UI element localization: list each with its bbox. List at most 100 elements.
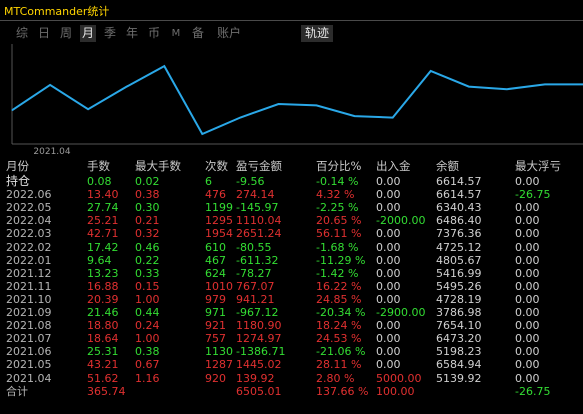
column-header[interactable]: 手数 — [87, 159, 110, 173]
table-row[interactable]: 2021.06 25.31 0.38 1130 -1386.71 -21.06 % 0.00… — [0, 345, 583, 358]
cell-lots: 21.46 — [87, 306, 119, 319]
cell-balance: 6584.94 — [436, 358, 482, 372]
tab-week[interactable]: 周 — [59, 26, 72, 40]
cell-pct: -21.06 % — [316, 345, 366, 359]
table-row[interactable]: 2022.05 27.74 0.30 1199 -145.97 -2.25 % 0.00 63… — [0, 201, 583, 214]
table-row[interactable]: 2021.04 51.62 1.16 920 139.92 2.80 % 5000.00 51… — [0, 372, 583, 385]
cell-count: 1010 — [205, 279, 233, 293]
column-header[interactable]: 月份 — [6, 159, 29, 173]
column-header[interactable]: 最大手数 — [135, 159, 181, 173]
cell-maxLots: 0.44 — [135, 306, 160, 319]
cell-pct: -1.42 % — [316, 266, 359, 280]
cell-balance: 5416.99 — [436, 266, 482, 280]
column-header[interactable]: 盈亏金额 — [236, 159, 282, 173]
cell-maxDD: 0.00 — [515, 175, 540, 188]
table-row[interactable]: 2022.06 13.40 0.38 476 274.14 4.32 % 0.00 6614.… — [0, 188, 583, 201]
cell-flow: 100.00 — [376, 384, 415, 398]
table-row[interactable]: 2021.10 20.39 1.00 979 941.21 24.85 % 0.00 4728… — [0, 293, 583, 306]
cell-month: 2022.04 — [6, 214, 52, 228]
cell-pct: 2.80 % — [316, 371, 355, 385]
cell-month: 2021.07 — [6, 332, 52, 346]
tab-backup[interactable]: 备 — [191, 26, 204, 40]
cell-count: 920 — [205, 371, 226, 385]
tab-currency[interactable]: 币 — [147, 26, 160, 40]
cell-maxDD: 0.00 — [515, 292, 540, 306]
cell-flow: 5000.00 — [376, 371, 422, 385]
cell-maxLots: 0.24 — [135, 319, 160, 333]
cell-month: 2022.02 — [6, 240, 52, 254]
table-row[interactable]: 2022.03 42.71 0.32 1954 2651.24 56.11 % 0.00 73… — [0, 227, 583, 240]
cell-flow: 0.00 — [376, 332, 401, 346]
cell-maxLots: 0.67 — [135, 358, 160, 372]
cell-flow: 0.00 — [376, 175, 401, 188]
equity-point — [239, 117, 241, 118]
table-row[interactable]: 2021.09 21.46 0.44 971 -967.12 -20.34 % -2900.… — [0, 306, 583, 319]
cell-maxDD: 0.00 — [515, 214, 540, 228]
chart-canvas: 2021.04 — [0, 44, 583, 156]
table-row[interactable]: 2022.02 17.42 0.46 610 -80.55 -1.68 % 0.00 4725… — [0, 241, 583, 254]
column-header[interactable]: 余额 — [436, 159, 459, 173]
table-row[interactable]: 2021.08 18.80 0.24 921 1180.90 18.24 % 0.00 765… — [0, 319, 583, 332]
tab-summary[interactable]: 综 — [15, 26, 28, 40]
tab-year[interactable]: 年 — [125, 26, 138, 40]
cell-count: 979 — [205, 292, 226, 306]
equity-point — [506, 88, 508, 90]
table-row[interactable]: 2021.12 13.23 0.33 624 -78.27 -1.42 % 0.00 5416… — [0, 267, 583, 280]
cell-lots: 17.42 — [87, 240, 119, 254]
cell-month: 2021.12 — [6, 266, 52, 280]
column-header[interactable]: 最大浮亏 — [515, 159, 561, 173]
cell-month: 2021.06 — [6, 345, 52, 359]
cell-maxDD: 0.00 — [515, 266, 540, 280]
table-row[interactable]: 2022.04 25.21 0.21 1295 1110.04 20.65 % -2000.… — [0, 214, 583, 227]
cell-lots: 9.64 — [87, 253, 112, 267]
tab-m[interactable]: M — [171, 28, 181, 39]
equity-point — [125, 86, 127, 88]
title-bar: MTCommander统计 — [0, 0, 583, 20]
cell-month: 持仓 — [6, 174, 31, 188]
tab-month[interactable]: 月 — [80, 25, 96, 42]
table-row[interactable]: 2021.11 16.88 0.15 1010 767.07 16.22 % 0.00 549… — [0, 280, 583, 293]
cell-lots: 25.21 — [87, 214, 119, 228]
table-row[interactable]: 2022.01 9.64 0.22 467 -611.32 -11.29 % 0.00 480… — [0, 254, 583, 267]
cell-pct: -20.34 % — [316, 306, 366, 319]
table-row[interactable]: 2021.05 43.21 0.67 1287 1445.02 28.11 % 0.00 65… — [0, 358, 583, 371]
cell-balance: 4728.19 — [436, 292, 482, 306]
column-header[interactable]: 百分比% — [316, 159, 362, 173]
equity-point — [201, 133, 203, 135]
cell-flow: -2000.00 — [376, 214, 426, 228]
cell-balance: 7654.10 — [436, 319, 482, 333]
column-header[interactable]: 出入金 — [376, 159, 411, 173]
cell-flow: 0.00 — [376, 201, 401, 215]
equity-point — [49, 84, 51, 86]
table-row[interactable]: 2021.07 18.64 1.00 757 1274.97 24.53 % 0.00 647… — [0, 332, 583, 345]
window-title: MTCommander统计 — [4, 5, 110, 18]
equity-point — [163, 65, 165, 67]
cell-balance: 6614.57 — [436, 175, 482, 188]
cell-pnl: -1386.71 — [236, 345, 286, 359]
column-header[interactable]: 次数 — [205, 159, 228, 173]
cell-count: 1130 — [205, 345, 233, 359]
title-divider — [0, 20, 583, 21]
cell-pnl: -611.32 — [236, 253, 279, 267]
cell-maxLots: 0.32 — [135, 227, 160, 241]
table-row[interactable]: 持仓 0.08 0.02 6 -9.56 -0.14 % 0.00 6614.57 0.00 — [0, 174, 583, 189]
cell-pnl: -9.56 — [236, 175, 265, 188]
tab-account[interactable]: 账户 — [216, 26, 241, 40]
cell-pnl: 767.07 — [236, 279, 275, 293]
cell-balance: 6486.40 — [436, 214, 482, 228]
cell-pnl: -967.12 — [236, 306, 279, 319]
cell-pct: -1.68 % — [316, 240, 359, 254]
cell-maxLots: 0.02 — [135, 175, 160, 188]
cell-count: 757 — [205, 332, 226, 346]
cell-pnl: 139.92 — [236, 371, 275, 385]
cell-lots: 0.08 — [87, 175, 112, 188]
table-scrollbar[interactable] — [573, 174, 583, 414]
cell-flow: 0.00 — [376, 358, 401, 372]
tab-day[interactable]: 日 — [37, 26, 50, 40]
tab-track[interactable]: 轨迹 — [301, 25, 333, 42]
equity-curve-chart: 2021.04 — [0, 44, 583, 156]
cell-pct: 16.22 % — [316, 279, 362, 293]
tab-quarter[interactable]: 季 — [103, 26, 116, 40]
cell-lots: 42.71 — [87, 227, 119, 241]
table-row[interactable]: 合计 365.74 6505.01 137.66 % 100.00 -26.75 — [0, 385, 583, 398]
